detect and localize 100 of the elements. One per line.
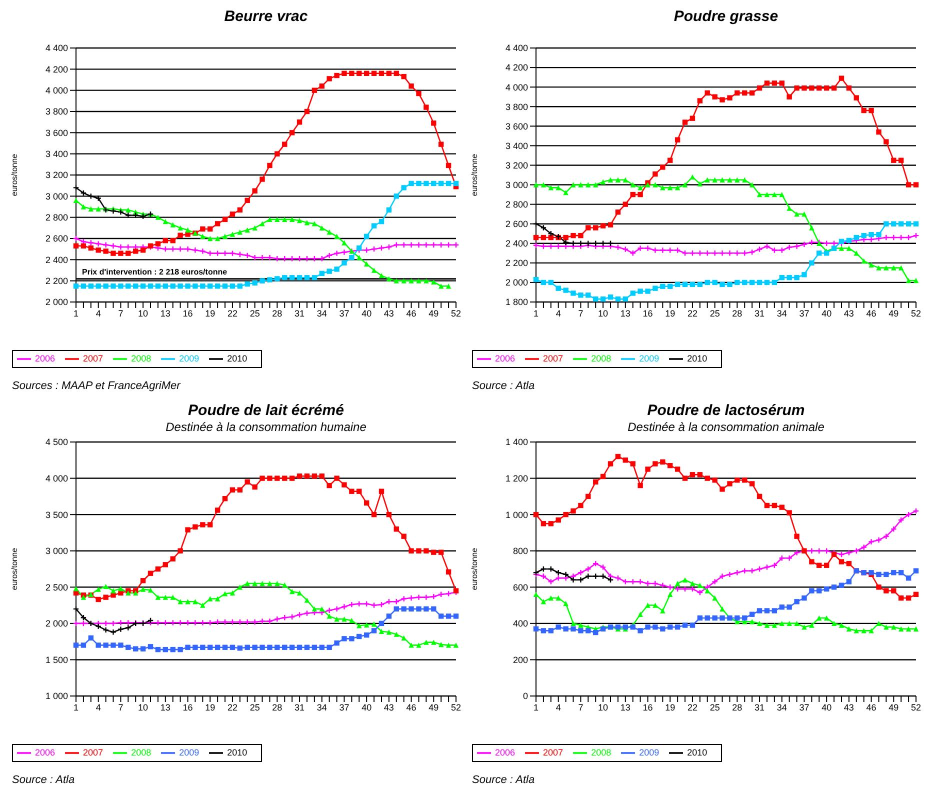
legend-label: 2006 [495,747,516,758]
legend-label: 2009 [639,747,660,758]
x-tick-label: 4 [96,702,101,712]
x-tick-label: 52 [910,702,922,712]
y-tick-label: 2 200 [45,276,68,286]
x-tick-label: 25 [710,702,720,712]
y-tick-label: 2 200 [505,258,528,268]
y-tick-label: 2 600 [45,234,68,244]
x-tick-label: 34 [316,702,327,712]
y-tick-label: 4 200 [505,62,528,73]
x-tick-label: 28 [732,308,742,318]
y-tick-label: 1 000 [45,691,68,702]
y-tick-label: 3 500 [45,510,68,520]
x-tick-label: 31 [294,702,305,712]
x-tick-label: 13 [160,702,170,712]
y-tick-label: 4 200 [45,64,68,74]
x-tick-label: 7 [578,308,584,318]
legend-label: 2010 [687,353,708,364]
x-tick-label: 37 [799,702,810,712]
x-tick-label: 43 [384,308,394,318]
y-tick-label: 3 600 [505,121,528,132]
y-axis-title: euros/tonne [10,547,19,590]
y-tick-label: 2 500 [45,582,68,592]
legend-label: 2008 [591,353,612,364]
y-axis-title: euros/tonne [470,547,479,590]
source-note: Sources : MAAP et FranceAgriMer [12,380,180,392]
source-note: Source : Atla [12,774,75,786]
y-tick-label: 3 800 [45,106,68,117]
y-tick-label: 4 500 [45,437,68,448]
x-tick-label: 7 [578,702,584,712]
x-tick-label: 37 [339,308,350,318]
legend-label: 2010 [687,747,708,758]
legend-label: 2010 [227,747,248,758]
x-tick-label: 7 [118,308,124,318]
legend-label: 2006 [35,747,56,758]
x-tick-label: 52 [450,308,462,318]
x-tick-label: 19 [665,702,676,712]
x-tick-label: 25 [250,308,260,318]
x-tick-label: 34 [776,308,787,318]
legend-label: 2008 [131,747,152,758]
x-tick-label: 25 [250,702,260,712]
y-tick-label: 2 000 [45,297,68,308]
x-tick-label: 31 [294,308,305,318]
x-tick-label: 1 [533,308,539,318]
y-tick-label: 1 200 [505,473,528,484]
x-tick-label: 1 [533,702,539,712]
x-tick-label: 19 [205,702,216,712]
x-tick-label: 49 [428,702,439,712]
x-tick-label: 49 [888,308,899,318]
x-tick-label: 16 [182,308,193,318]
y-tick-label: 3 400 [45,149,68,160]
x-tick-label: 28 [272,702,282,712]
y-tick-label: 2 600 [505,219,528,230]
legend-label: 2006 [35,353,56,364]
legend-label: 2007 [543,747,564,758]
legend-label: 2008 [591,747,612,758]
y-tick-label: 2 800 [505,200,528,210]
x-tick-label: 16 [182,702,193,712]
x-tick-label: 40 [822,702,832,712]
x-tick-label: 10 [138,308,148,318]
x-tick-label: 16 [642,308,653,318]
x-tick-label: 28 [732,702,742,712]
x-tick-label: 37 [339,702,350,712]
legend-label: 2007 [83,353,104,364]
legend-label: 2006 [495,353,516,364]
x-tick-label: 43 [844,308,854,318]
legend-label: 2009 [179,747,200,758]
y-tick-label: 200 [512,654,528,665]
chart-title: Beurre vrac [223,8,309,26]
y-tick-label: 800 [512,546,528,556]
chart-subtitle: Destinée à la consommation humaine [164,420,368,436]
x-tick-label: 43 [844,702,854,712]
y-tick-label: 3 600 [45,128,68,138]
x-tick-label: 1 [73,308,79,318]
source-note: Source : Atla [472,380,535,392]
y-tick-label: 1 800 [505,297,528,308]
y-tick-label: 3 800 [505,102,528,112]
x-tick-label: 4 [96,308,101,318]
x-tick-label: 49 [428,308,439,318]
x-tick-label: 40 [822,308,832,318]
y-tick-label: 400 [512,618,528,629]
y-tick-label: 2 000 [45,618,68,629]
y-tick-label: 3 000 [45,191,68,202]
x-tick-label: 4 [556,702,561,712]
x-tick-label: 46 [866,702,876,712]
chart-title: Poudre grasse [672,8,780,26]
y-tick-label: 2 400 [45,254,68,265]
y-tick-label: 600 [512,582,528,592]
x-tick-label: 13 [620,308,630,318]
legend-label: 2009 [179,353,200,364]
y-tick-label: 3 400 [505,140,528,151]
x-tick-label: 34 [316,308,327,318]
x-tick-label: 25 [710,308,720,318]
x-tick-label: 37 [799,308,810,318]
y-tick-label: 4 000 [45,473,68,484]
x-tick-label: 34 [776,702,787,712]
x-tick-label: 4 [556,308,561,318]
x-tick-label: 43 [384,702,394,712]
x-tick-label: 10 [598,702,608,712]
x-tick-label: 13 [620,702,630,712]
